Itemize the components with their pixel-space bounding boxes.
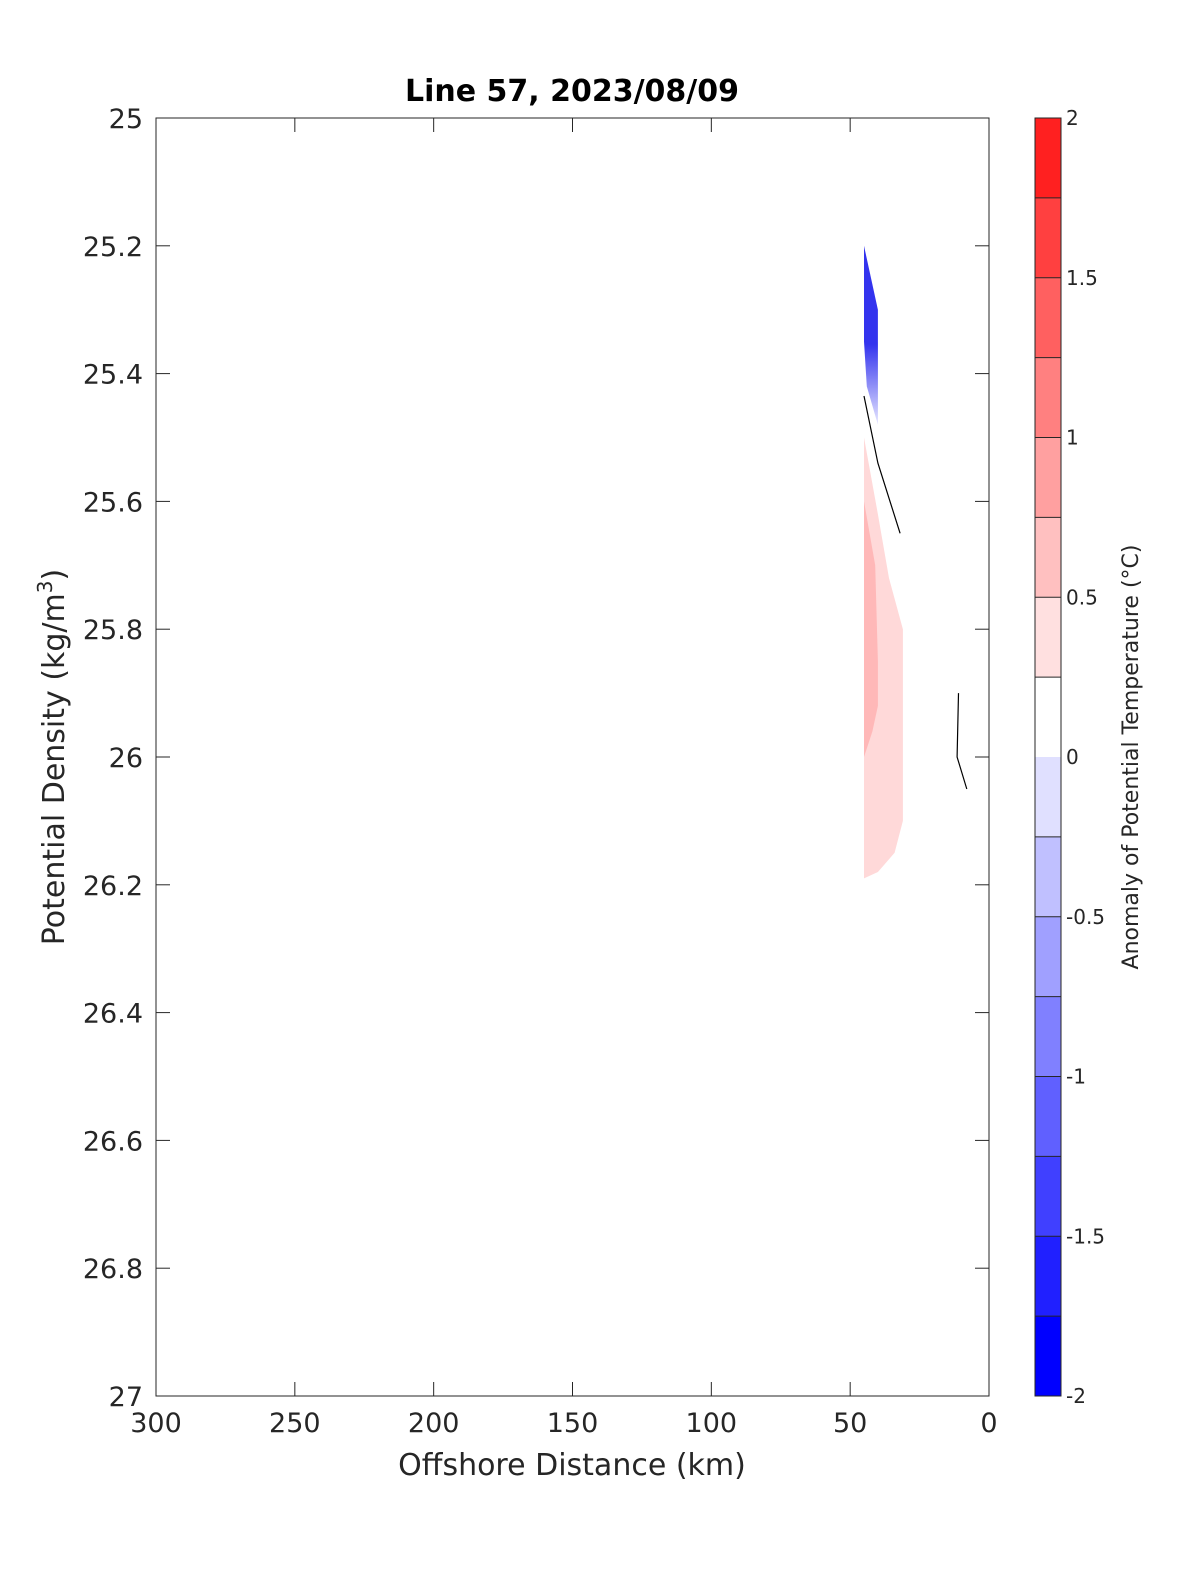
x-tick-label: 150 bbox=[547, 1408, 599, 1439]
x-tick-label: 300 bbox=[130, 1408, 182, 1439]
colorbar-tick-label: -2 bbox=[1066, 1384, 1086, 1408]
colorbar-tick-label: -1 bbox=[1066, 1065, 1086, 1089]
colorbar-band bbox=[1035, 197, 1061, 278]
colorbar-tick-label: 1.5 bbox=[1066, 266, 1098, 290]
colorbar-band bbox=[1035, 118, 1061, 198]
filled-contours bbox=[864, 245, 903, 879]
colorbar-label: Anomaly of Potential Temperature (°C) bbox=[1119, 545, 1144, 970]
colorbar-band bbox=[1035, 916, 1061, 997]
colorbar-ticks: -2 -1.5 -1 -0.5 0 0.5 1 1.5 2 bbox=[1035, 106, 1105, 1408]
colorbar-band bbox=[1035, 437, 1061, 518]
plot-area bbox=[155, 117, 990, 1397]
x-tick-label: 100 bbox=[686, 1408, 738, 1439]
colorbar-tick-label: 2 bbox=[1066, 106, 1079, 130]
y-tick-label: 26.8 bbox=[83, 1254, 143, 1285]
y-axis-label-close: ) bbox=[37, 569, 72, 581]
x-tick-label: 50 bbox=[833, 1408, 867, 1439]
y-tick-labels: 25 25.2 25.4 25.6 25.8 26 26.2 26.4 26.6 26.8 27 bbox=[83, 104, 143, 1413]
colorbar-tick-label: 0 bbox=[1066, 745, 1079, 769]
colorbar-bands bbox=[1035, 118, 1061, 1396]
colorbar-band bbox=[1035, 1156, 1061, 1237]
y-tick-label: 25.6 bbox=[83, 487, 143, 518]
colorbar-band bbox=[1035, 597, 1061, 678]
y-tick-label: 25.4 bbox=[83, 360, 143, 391]
contour-lines bbox=[863, 395, 968, 790]
colorbar-band bbox=[1035, 836, 1061, 917]
y-tick-label: 26.6 bbox=[83, 1126, 143, 1157]
x-tick-labels: 300 250 200 150 100 50 0 bbox=[130, 1408, 997, 1439]
y-tick-label: 26 bbox=[109, 743, 143, 774]
zero-contour-lower bbox=[956, 693, 968, 790]
colorbar: -2 -1.5 -1 -0.5 0 0.5 1 1.5 2 Anomaly of Potenti… bbox=[1034, 106, 1144, 1408]
y-tick-label: 27 bbox=[109, 1382, 143, 1413]
y-axis-label: Potential Density (kg/m3) bbox=[33, 569, 72, 945]
axis-ticks bbox=[155, 117, 990, 1397]
y-tick-label: 26.2 bbox=[83, 871, 143, 902]
x-tick-label: 200 bbox=[408, 1408, 460, 1439]
colorbar-band bbox=[1035, 677, 1061, 757]
y-axis-label-main: Potential Density (kg/m bbox=[37, 593, 72, 945]
warm-anomaly-inner-region bbox=[864, 501, 878, 757]
chart-title: Line 57, 2023/08/09 bbox=[405, 74, 739, 109]
colorbar-band bbox=[1035, 277, 1061, 358]
colorbar-tick-label: 0.5 bbox=[1066, 585, 1098, 609]
colorbar-band bbox=[1035, 357, 1061, 438]
plot-background bbox=[156, 118, 989, 1396]
x-tick-label: 0 bbox=[980, 1408, 997, 1439]
colorbar-tick-label: -1.5 bbox=[1066, 1224, 1105, 1248]
zero-contour-upper bbox=[863, 395, 901, 534]
colorbar-band bbox=[1035, 1316, 1061, 1396]
y-tick-label: 25.8 bbox=[83, 615, 143, 646]
colorbar-band bbox=[1035, 757, 1061, 837]
x-tick-label: 250 bbox=[269, 1408, 321, 1439]
colorbar-band bbox=[1035, 1236, 1061, 1317]
colorbar-band bbox=[1035, 1076, 1061, 1157]
colorbar-band bbox=[1035, 996, 1061, 1077]
y-tick-label: 25.2 bbox=[83, 232, 143, 263]
y-tick-label: 26.4 bbox=[83, 999, 143, 1030]
x-axis-label: Offshore Distance (km) bbox=[398, 1448, 746, 1483]
y-tick-label: 25 bbox=[109, 104, 143, 135]
colorbar-tick-label: 1 bbox=[1066, 426, 1079, 450]
cold-anomaly-region bbox=[864, 245, 878, 425]
warm-anomaly-outer-region bbox=[864, 437, 903, 879]
y-axis-label-superscript: 3 bbox=[33, 580, 57, 593]
colorbar-band bbox=[1035, 517, 1061, 598]
colorbar-tick-label: -0.5 bbox=[1066, 905, 1105, 929]
